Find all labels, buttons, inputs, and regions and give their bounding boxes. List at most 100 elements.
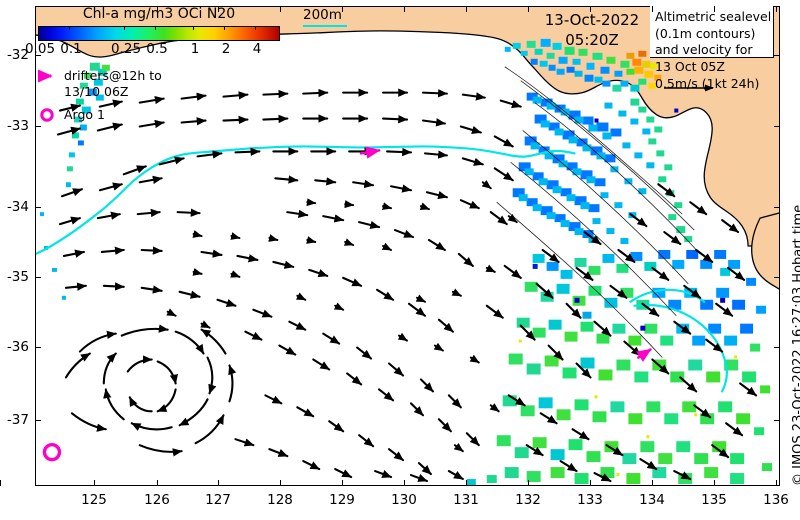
y-tick	[35, 126, 41, 128]
x-tick	[714, 480, 716, 486]
chl-northwest-nearshore	[65, 62, 110, 188]
x-tick-top	[94, 6, 96, 12]
x-tick-top	[218, 6, 220, 12]
argo-circle-icon	[40, 107, 54, 122]
x-tick-label: 135	[701, 492, 727, 508]
colorbar-tick-label: 0.05	[24, 41, 56, 57]
x-tick	[404, 480, 406, 486]
x-tick-label: 130	[391, 492, 417, 508]
x-tick-top	[776, 6, 778, 12]
x-tick-top	[280, 6, 282, 12]
x-tick-label: 133	[577, 492, 603, 508]
argo-float-marker	[42, 442, 62, 462]
colorbar-tickmark	[193, 26, 194, 30]
map-plot-area[interactable]	[35, 6, 780, 486]
x-tick-top	[342, 6, 344, 12]
y-tick-label: -34	[6, 199, 29, 215]
colorbar-tickmark	[69, 26, 70, 30]
x-tick-label: 129	[329, 492, 355, 508]
x-tick	[776, 480, 778, 486]
isobath-label: 200m	[303, 7, 342, 23]
x-tick	[652, 480, 654, 486]
colorbar[interactable]	[38, 26, 280, 41]
chl-northeast-shelf	[504, 38, 662, 92]
colorbar-tick-label: 4	[252, 41, 262, 57]
y-tick	[35, 277, 41, 279]
colorbar-tickmark	[255, 26, 256, 30]
x-tick	[466, 480, 468, 486]
legend-item-drifters: drifters@12h to 13/10 06Z	[38, 68, 188, 101]
x-tick	[528, 480, 530, 486]
colorbar-tickmark	[124, 26, 125, 30]
velocity-scale-arrow-icon	[664, 84, 714, 92]
colorbar-tick-label: 0.25	[110, 41, 142, 57]
y-tick	[35, 347, 41, 349]
x-tick-top	[528, 6, 530, 12]
y-tick	[35, 55, 41, 57]
drifter-arrow-icon	[38, 69, 53, 83]
x-tick	[590, 480, 592, 486]
drifter-tracks	[359, 146, 652, 362]
x-tick	[342, 480, 344, 486]
y-tick-label: -35	[6, 269, 29, 285]
map-legend: drifters@12h to 13/10 06Z Argo 1	[38, 68, 188, 127]
y-tick-label: -32	[6, 47, 29, 63]
annotation-line-3: and velocity for	[655, 42, 753, 58]
x-tick-label: 127	[205, 492, 231, 508]
velocity-vectors	[56, 88, 758, 483]
y-tick-label: -37	[6, 412, 29, 428]
isobath-southeast-segment	[633, 303, 729, 393]
map-canvas	[36, 7, 779, 485]
map-svg	[36, 7, 779, 485]
acquisition-datetime: 13-Oct-2022 05:20Z	[527, 10, 657, 51]
colorbar-tick-label: 2	[221, 41, 231, 57]
x-tick-top	[590, 6, 592, 12]
eddy-circulation-vectors	[64, 324, 237, 457]
x-tick	[157, 480, 159, 486]
colorbar-tickmark	[224, 26, 225, 30]
acquisition-date: 13-Oct-2022	[544, 11, 640, 29]
velocity-vectors-weak	[166, 180, 518, 453]
isobath-legend-line	[303, 25, 347, 27]
y-tick-label: -33	[6, 118, 29, 134]
y-tick-right	[774, 207, 780, 209]
y-tick-right	[774, 55, 780, 57]
x-tick-label: 132	[515, 492, 541, 508]
legend-item-argo: Argo 1	[38, 107, 188, 123]
x-tick-top	[157, 6, 159, 12]
annotation-line-2: (0.1m contours)	[655, 25, 756, 41]
altimetry-annotation: Altimetric sealevel (0.1m contours) and …	[655, 9, 790, 92]
y-tick-label: -36	[6, 339, 29, 355]
y-tick	[35, 207, 41, 209]
x-tick	[94, 480, 96, 486]
legend-drifters-line2: 13/10 06Z	[64, 84, 129, 100]
legend-drifters-line1: drifters@12h to	[64, 68, 162, 83]
annotation-line-4: 13 Oct 05Z	[655, 58, 725, 74]
x-tick-top	[714, 6, 716, 12]
colorbar-tick-label: 0.1	[60, 41, 82, 57]
x-tick-top	[466, 6, 468, 12]
argo-float-markers	[42, 442, 62, 462]
x-tick-label: 125	[81, 492, 107, 508]
x-tick-label: 128	[267, 492, 293, 508]
colorbar-tickmark	[38, 26, 39, 30]
x-tick-top	[652, 6, 654, 12]
annotation-line-1: Altimetric sealevel	[655, 9, 772, 24]
colorbar-tickmark	[155, 26, 156, 30]
colorbar-tick-label: 0.5	[146, 41, 168, 57]
legend-argo-label: Argo 1	[64, 106, 105, 122]
isobath-200m-contour	[36, 145, 576, 256]
colorbar-gradient	[38, 26, 280, 41]
colorbar-title: Chl-a mg/m3 OCi N20	[82, 6, 236, 22]
x-tick-label: 131	[453, 492, 479, 508]
y-tick	[35, 420, 41, 422]
chl-east-streaks	[512, 92, 622, 239]
x-tick-label: 126	[144, 492, 170, 508]
y-tick-right	[774, 347, 780, 349]
annotation-backdrop	[650, 6, 774, 58]
credit-text: © IMOS 23-Oct-2022 16:27:03 Hobart time	[791, 204, 800, 486]
y-tick-right	[774, 420, 780, 422]
landmass-southeast-lobe	[751, 212, 779, 290]
x-tick-label: 136	[763, 492, 789, 508]
